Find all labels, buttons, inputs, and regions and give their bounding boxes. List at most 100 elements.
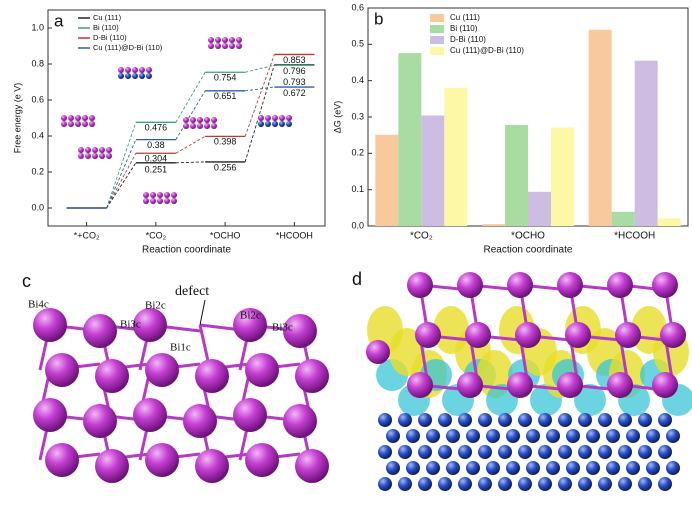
bar xyxy=(588,29,612,226)
atom xyxy=(211,123,217,129)
bar xyxy=(421,115,445,226)
atom xyxy=(506,461,520,475)
atom xyxy=(458,445,472,459)
atom xyxy=(526,461,540,475)
atom xyxy=(215,37,221,43)
atom xyxy=(660,322,686,348)
atom xyxy=(236,37,242,43)
atom xyxy=(406,461,420,475)
atom xyxy=(222,43,228,49)
atom xyxy=(95,449,129,483)
atom xyxy=(438,477,452,491)
x-tick-label: *+CO₂ xyxy=(74,230,100,240)
atom xyxy=(407,272,433,298)
atom xyxy=(286,121,292,127)
atom xyxy=(233,308,267,342)
atom xyxy=(82,121,88,127)
atom xyxy=(538,445,552,459)
atom xyxy=(245,353,279,387)
atom xyxy=(95,359,129,393)
atom xyxy=(265,121,271,127)
atom xyxy=(61,121,67,127)
atom xyxy=(578,477,592,491)
value-label: 0.251 xyxy=(145,165,168,175)
atom xyxy=(118,73,124,79)
y-tick-label: 0.2 xyxy=(351,148,364,158)
y-tick-label: 0.8 xyxy=(31,58,44,68)
atom xyxy=(272,121,278,127)
atom xyxy=(195,449,229,483)
atom xyxy=(286,115,292,121)
atom xyxy=(68,115,74,121)
atom xyxy=(157,192,163,198)
atom xyxy=(607,372,633,398)
atom xyxy=(229,43,235,49)
atom xyxy=(283,314,317,348)
atom xyxy=(139,67,145,73)
atom xyxy=(498,477,512,491)
atom xyxy=(132,73,138,79)
atom xyxy=(279,115,285,121)
atom xyxy=(586,429,600,443)
atom xyxy=(295,449,329,483)
connector xyxy=(175,72,206,123)
atom xyxy=(204,117,210,123)
atom xyxy=(618,477,632,491)
atom xyxy=(258,115,264,121)
atom xyxy=(626,461,640,475)
atom xyxy=(466,461,480,475)
panel-label: a xyxy=(54,11,64,30)
value-label: 0.398 xyxy=(214,137,237,147)
atom xyxy=(486,461,500,475)
atom xyxy=(190,123,196,129)
y-tick-label: 0.1 xyxy=(351,184,364,194)
atom xyxy=(145,353,179,387)
atom xyxy=(106,153,112,159)
atom xyxy=(558,477,572,491)
atom xyxy=(615,322,641,348)
atom xyxy=(658,413,672,427)
atom xyxy=(398,413,412,427)
atom xyxy=(229,37,235,43)
atom xyxy=(457,272,483,298)
y-tick-label: 0.4 xyxy=(351,75,364,85)
atom xyxy=(438,445,452,459)
atom xyxy=(578,413,592,427)
atom xyxy=(415,322,441,348)
atom xyxy=(466,429,480,443)
atom xyxy=(75,121,81,127)
atom xyxy=(638,413,652,427)
atom xyxy=(598,477,612,491)
x-tick-label: *CO₂ xyxy=(146,230,167,240)
atom xyxy=(618,413,632,427)
atom xyxy=(498,445,512,459)
connector xyxy=(244,54,275,137)
atom xyxy=(607,272,633,298)
x-tick-label: *CO₂ xyxy=(410,231,433,242)
atom xyxy=(558,413,572,427)
atom xyxy=(646,429,660,443)
atom xyxy=(92,153,98,159)
atom xyxy=(658,477,672,491)
atom xyxy=(89,121,95,127)
legend-swatch xyxy=(430,47,444,55)
atom xyxy=(652,272,678,298)
atom xyxy=(183,404,217,438)
atom xyxy=(171,192,177,198)
legend-swatch xyxy=(430,25,444,33)
atom xyxy=(89,115,95,121)
value-label: 0.672 xyxy=(283,88,306,98)
atom xyxy=(618,445,632,459)
atom xyxy=(458,477,472,491)
y-tick-label: 1.0 xyxy=(31,22,44,32)
atom xyxy=(133,398,167,432)
legend-label: Cu (111) xyxy=(450,13,480,22)
site-label: Bi3c xyxy=(120,319,141,331)
bar xyxy=(657,218,681,226)
atom xyxy=(85,153,91,159)
connector xyxy=(106,122,137,209)
atom xyxy=(82,115,88,121)
atom xyxy=(418,413,432,427)
atom xyxy=(245,443,279,477)
atom xyxy=(478,413,492,427)
